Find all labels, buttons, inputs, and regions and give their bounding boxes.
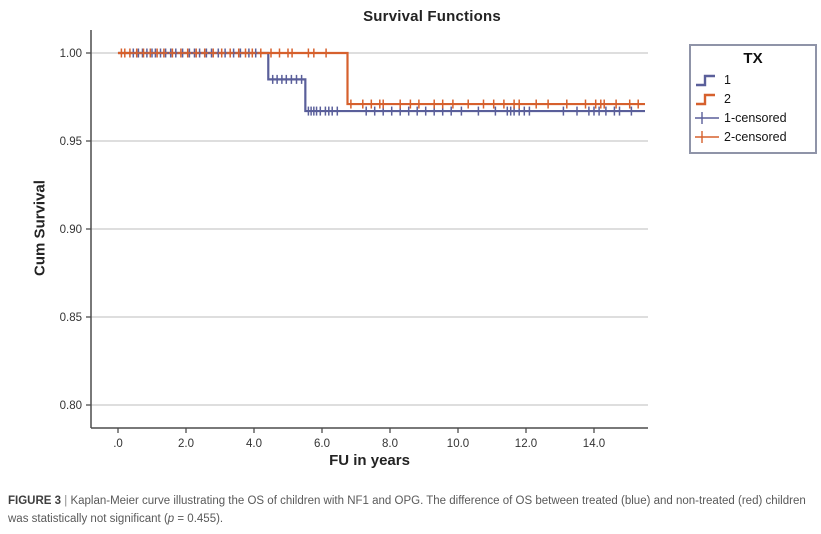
legend-item-1: 1	[691, 70, 815, 89]
caption-text: Kaplan-Meier curve illustrating the OS o…	[8, 495, 806, 525]
censor-marks-2	[117, 48, 642, 109]
y-tick-label: 0.90	[60, 224, 82, 236]
caption-p-symbol: p	[167, 512, 175, 525]
legend: TX 1 2 1-censored 2-censored	[689, 44, 817, 154]
legend-item-2-censored: 2-censored	[691, 127, 815, 146]
legend-item-label: 2	[724, 91, 731, 106]
figure-label: FIGURE 3	[8, 495, 62, 507]
caption-separator: |	[61, 495, 71, 507]
x-tick-label: 4.0	[246, 438, 262, 450]
figure-caption: FIGURE 3 | Kaplan-Meier curve illustrati…	[8, 493, 814, 529]
legend-item-1-censored: 1-censored	[691, 108, 815, 127]
x-tick-label: .0	[113, 438, 123, 450]
step-line-symbol-2	[696, 93, 715, 105]
legend-symbol-path	[696, 93, 715, 105]
legend-item-label: 2-censored	[724, 129, 787, 144]
legend-items: 1 2 1-censored 2-censored	[691, 70, 815, 146]
x-tick-label: 8.0	[382, 438, 398, 450]
censor-plus-symbol-1-censored	[695, 111, 719, 124]
y-tick-label: 0.85	[60, 312, 82, 324]
censor-plus-symbol-2-censored	[695, 130, 719, 143]
legend-item-label: 1-censored	[724, 110, 787, 125]
censor-marks-1	[129, 48, 635, 116]
survival-curve-2	[118, 51, 645, 106]
y-tick-label: 1.00	[60, 48, 82, 60]
legend-item-label: 1	[724, 72, 731, 87]
survival-curve-1	[118, 51, 645, 113]
y-axis-title: Cum Survival	[31, 180, 49, 276]
chart-title: Survival Functions	[363, 8, 501, 25]
legend-item-2: 2	[691, 89, 815, 108]
x-tick-label: 2.0	[178, 438, 194, 450]
x-axis-title: FU in years	[329, 452, 410, 469]
caption-text-after: = 0.455).	[174, 512, 224, 525]
legend-symbol-path	[696, 74, 715, 86]
legend-title: TX	[743, 50, 763, 67]
step-line-symbol-1	[696, 74, 715, 86]
x-tick-label: 12.0	[515, 438, 537, 450]
plot-area: 1.00 0.95 0.90 0.85 0.80 .0 2.0 4.0 6.0 8.0 10.0 12…	[60, 30, 648, 450]
x-tick-label: 6.0	[314, 438, 330, 450]
x-tick-label: 14.0	[583, 438, 605, 450]
y-tick-label: 0.95	[60, 136, 82, 148]
y-tick-label: 0.80	[60, 400, 82, 412]
x-tick-label: 10.0	[447, 438, 469, 450]
